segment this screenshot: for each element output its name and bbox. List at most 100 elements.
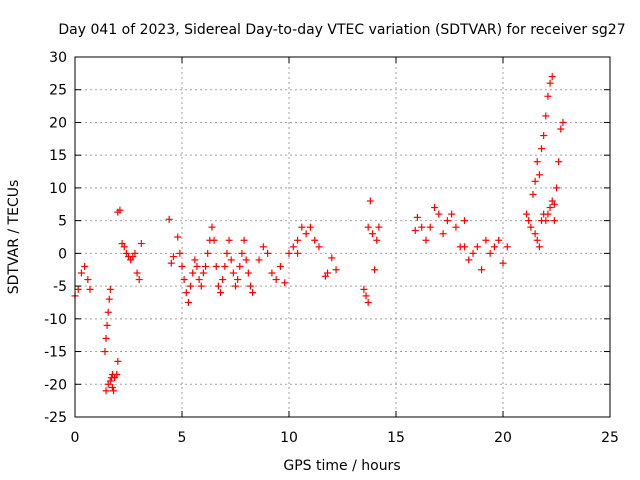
data-point (535, 243, 543, 251)
data-point (223, 249, 231, 257)
data-point (364, 298, 372, 306)
data-point (553, 184, 560, 192)
data-point (490, 243, 498, 251)
data-point (268, 269, 276, 277)
data-point (272, 276, 280, 284)
data-point (182, 289, 190, 297)
data-point (411, 226, 419, 234)
y-tick-label: 5 (58, 214, 67, 230)
data-point (236, 262, 244, 270)
data-point (102, 334, 110, 342)
data-point (116, 206, 124, 214)
data-point (298, 223, 306, 231)
x-tick-label: 15 (387, 430, 405, 446)
data-point (495, 236, 503, 244)
data-point (167, 259, 175, 267)
data-point (77, 269, 85, 277)
y-tick-label: 20 (49, 115, 67, 131)
data-point (204, 249, 212, 257)
x-axis-label: GPS time / hours (283, 458, 400, 474)
data-point (499, 259, 507, 267)
data-point (103, 321, 111, 329)
data-point (460, 217, 468, 225)
x-tick-label: 5 (178, 430, 187, 446)
data-point (264, 249, 272, 257)
data-point (285, 249, 293, 257)
data-point (217, 289, 225, 297)
data-point (133, 269, 141, 277)
data-point (548, 73, 556, 81)
y-tick-label: -25 (44, 410, 67, 426)
data-point (165, 215, 173, 223)
data-point (178, 262, 186, 270)
data-point (531, 177, 539, 185)
data-point (559, 118, 567, 126)
data-points (71, 73, 567, 395)
data-point (191, 256, 199, 264)
data-point (306, 223, 314, 231)
data-point (210, 236, 218, 244)
data-point (448, 210, 456, 218)
data-point (244, 269, 252, 277)
data-point (255, 256, 263, 264)
data-point (531, 230, 539, 238)
data-point (212, 262, 220, 270)
data-point (546, 79, 554, 87)
data-point (106, 285, 114, 293)
data-point (135, 276, 143, 284)
data-point (281, 279, 289, 287)
data-point (101, 348, 109, 356)
data-point (104, 308, 112, 316)
data-point (550, 217, 558, 225)
data-point (86, 285, 94, 293)
data-point (214, 282, 222, 290)
data-point (246, 282, 254, 290)
data-point (546, 204, 554, 212)
data-point (221, 262, 229, 270)
data-point (542, 112, 550, 120)
data-point (113, 370, 121, 378)
data-point (242, 256, 250, 264)
data-point (105, 295, 113, 303)
data-point (324, 269, 332, 277)
data-point (219, 276, 227, 284)
data-point (294, 236, 302, 244)
data-point (187, 282, 195, 290)
data-point (523, 210, 531, 218)
data-point (533, 158, 541, 166)
data-point (364, 223, 372, 231)
data-point (478, 266, 486, 274)
data-point (452, 223, 460, 231)
data-point (195, 276, 203, 284)
data-point (332, 266, 340, 274)
data-point (74, 285, 82, 293)
y-tick-label: 0 (58, 246, 67, 262)
data-point (544, 92, 552, 100)
y-tick-label: -15 (44, 345, 67, 361)
data-point (557, 125, 565, 133)
y-tick-label: 10 (49, 181, 67, 197)
data-point (544, 210, 552, 218)
data-point (542, 217, 550, 225)
data-point (555, 158, 563, 166)
data-point (486, 249, 494, 257)
data-point (535, 171, 543, 179)
data-point (413, 213, 421, 221)
data-point (426, 223, 434, 231)
data-point (84, 276, 92, 284)
grid-layer (75, 57, 610, 417)
data-point (473, 243, 481, 251)
data-point (366, 197, 374, 205)
data-point (529, 190, 537, 198)
axis-ticks: 0 5 10 15 20 25 -25 -20 -15 -10 -5 0 5 10 15 20 25 30 (44, 50, 619, 446)
data-point (439, 230, 447, 238)
data-point (422, 236, 430, 244)
data-point (229, 269, 237, 277)
data-point (184, 298, 192, 306)
data-point (193, 262, 201, 270)
data-point (465, 256, 473, 264)
data-point (443, 217, 451, 225)
x-tick-label: 10 (280, 430, 298, 446)
data-point (114, 357, 122, 365)
chart-title: Day 041 of 2023, Sidereal Day-to-day VTE… (58, 22, 625, 38)
